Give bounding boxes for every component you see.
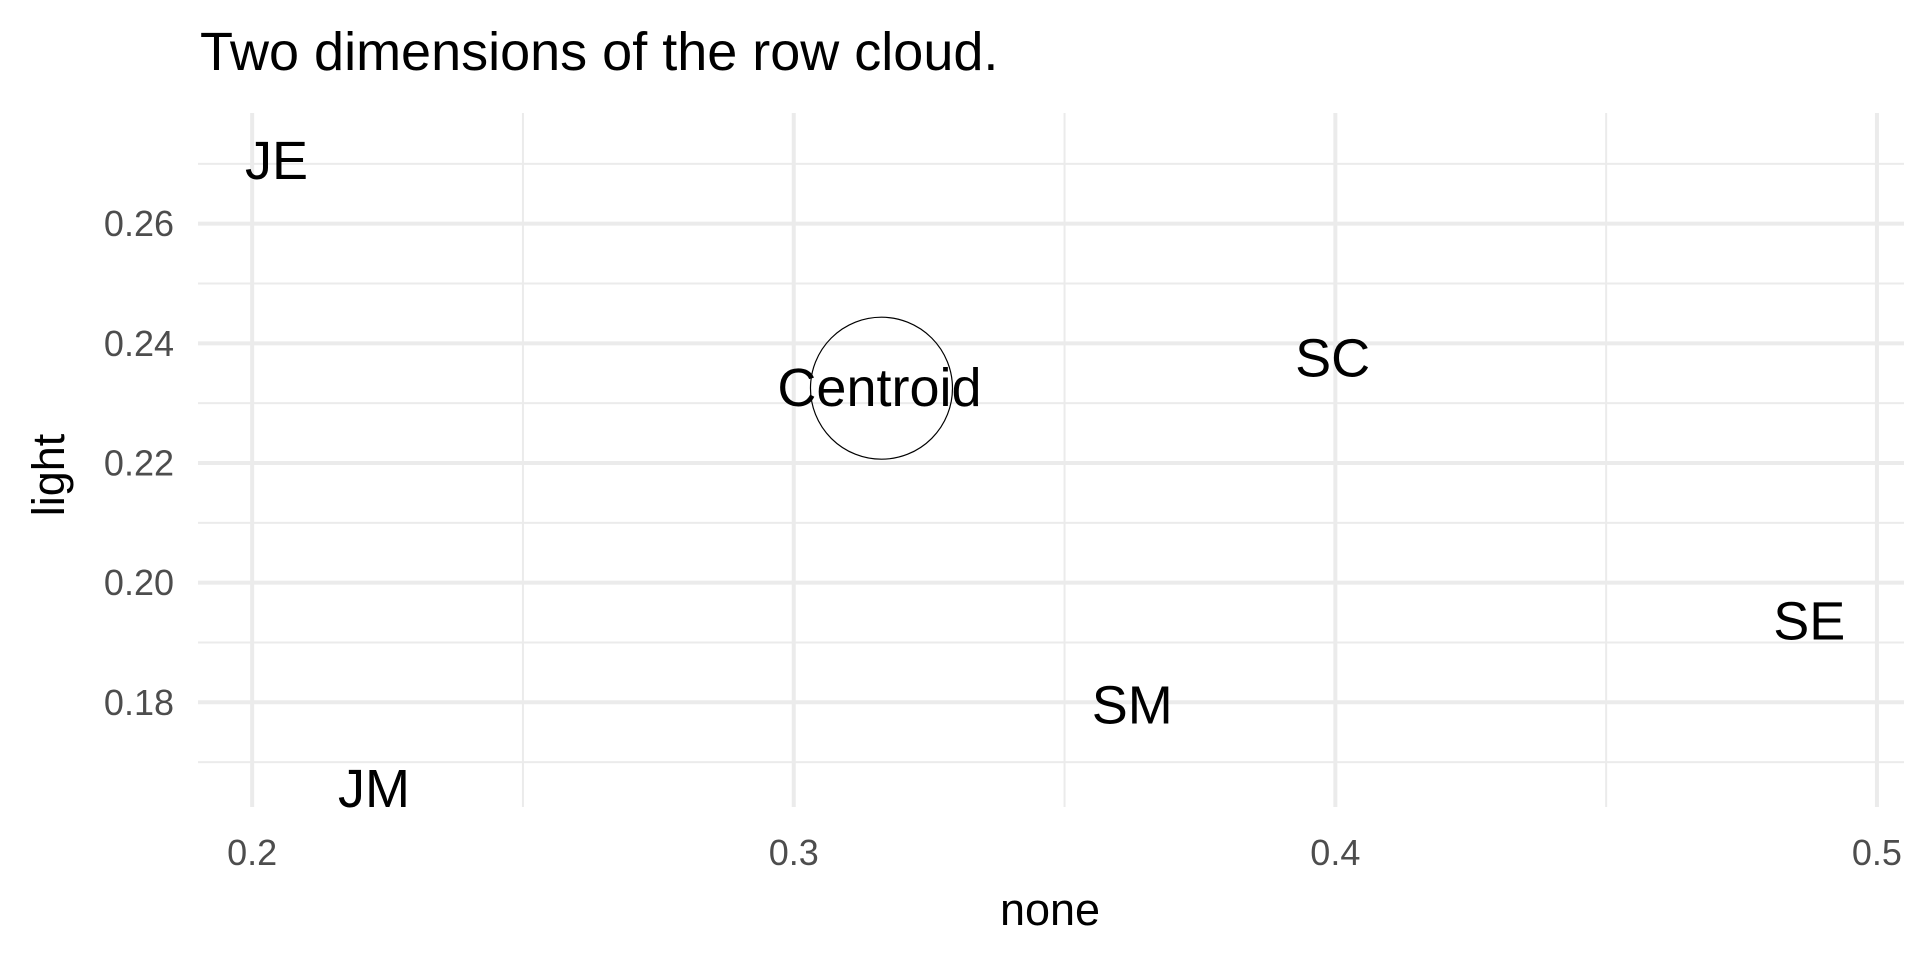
chart-title: Two dimensions of the row cloud. <box>200 22 998 82</box>
y-tick-label: 0.26 <box>104 203 174 244</box>
y-axis-title: light <box>23 433 74 516</box>
x-tick-label: 0.2 <box>227 832 277 873</box>
point-label-sm: SM <box>1092 675 1173 735</box>
y-tick-label: 0.20 <box>104 562 174 603</box>
point-label-jm: JM <box>338 759 410 819</box>
grid <box>198 113 1904 807</box>
centroid-marker <box>809 316 954 460</box>
y-tick-label: 0.24 <box>104 323 174 364</box>
x-tick-label: 0.3 <box>769 832 819 873</box>
point-label-sc: SC <box>1295 328 1370 388</box>
point-label-je: JE <box>245 131 308 191</box>
y-tick-label: 0.22 <box>104 442 174 483</box>
centroid-label: Centroid <box>777 358 981 418</box>
x-axis-title: none <box>1000 884 1100 935</box>
points: Centroid JE SC SE SM JM <box>245 131 1845 819</box>
point-label-se: SE <box>1773 592 1845 652</box>
x-tick-label: 0.5 <box>1852 832 1902 873</box>
y-tick-label: 0.18 <box>104 682 174 723</box>
x-tick-label: 0.4 <box>1310 832 1360 873</box>
axis-ticks: 0.2 0.3 0.4 0.5 0.18 0.20 0.22 0.24 0.26 <box>104 203 1902 873</box>
